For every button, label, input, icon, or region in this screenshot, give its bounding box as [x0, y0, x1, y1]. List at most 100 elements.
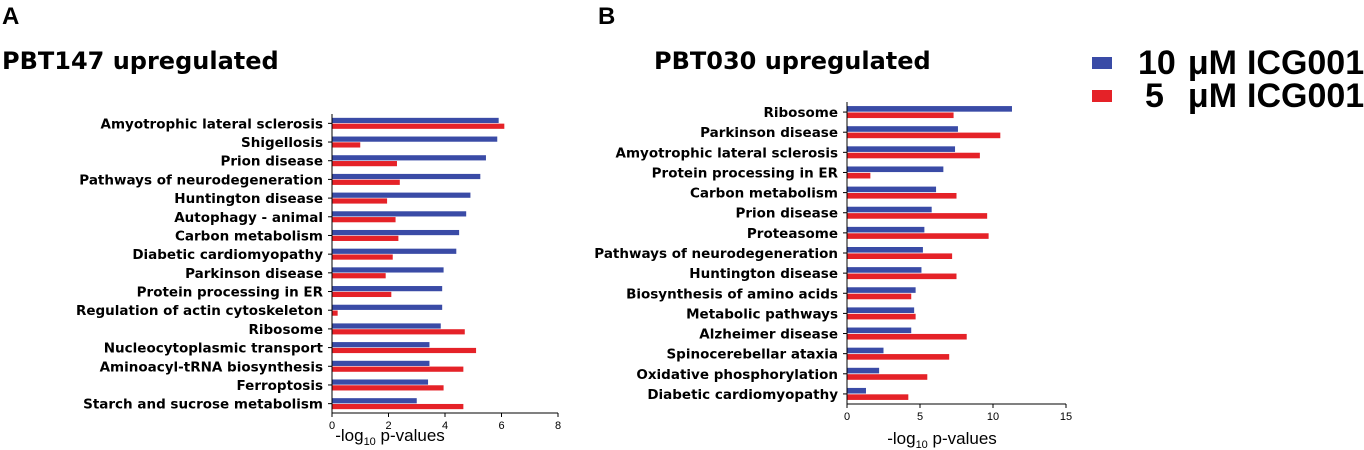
chart-b-bar-series1	[847, 347, 884, 354]
chart-b-xlabel: -log10 p-values	[887, 429, 997, 450]
chart-b-bar-series2	[847, 333, 967, 340]
chart-a-x-tick-label: 0	[329, 420, 335, 432]
legend-swatch-5uM	[1092, 90, 1112, 102]
chart-a-bar-series2	[332, 403, 464, 410]
legend: 10 μM ICG001 5 μM ICG001	[1092, 44, 1364, 115]
chart-a-category-label: Aminoacyl-tRNA biosynthesis	[100, 359, 323, 375]
chart-a-category-label: Diabetic cardiomyopathy	[132, 247, 323, 263]
chart-a-xlabel-prefix: -log	[335, 426, 363, 445]
chart-a-bar-series2	[332, 198, 388, 204]
chart-b-category-label: Amyotrophic lateral sclerosis	[616, 145, 838, 161]
chart-a-category-label: Shigellosis	[241, 135, 323, 151]
chart-a-bar-series2	[332, 310, 338, 316]
legend-text-10uM: ICG001	[1247, 44, 1364, 82]
chart-b-x-tick-label: 10	[987, 411, 999, 423]
chart-b-category-label: Carbon metabolism	[690, 186, 838, 202]
chart-a-bar-series2	[332, 291, 392, 298]
chart-a-bar-series2	[332, 235, 399, 241]
chart-b-bar-series1	[847, 367, 880, 374]
chart-a-bar-series1	[332, 211, 467, 217]
chart-b-bar-series1	[847, 166, 944, 173]
chart-a-bar-series2	[332, 273, 386, 279]
chart-a-category-label: Regulation of actin cytoskeleton	[76, 303, 323, 319]
chart-a-xlabel-sub: 10	[364, 436, 376, 448]
chart-b-bar-series2	[847, 233, 989, 239]
panel-b-title: PBT030 upregulated	[654, 47, 931, 75]
chart-a-x-tick-label: 2	[385, 420, 391, 432]
chart-a-bar-series1	[332, 192, 471, 198]
chart-b-bar-series1	[847, 186, 937, 193]
panel-a-title: PBT147 upregulated	[2, 47, 279, 75]
chart-b-bar-series2	[847, 132, 1001, 139]
chart-b-bar-series1	[847, 146, 956, 152]
chart-a-bar-series2	[332, 347, 477, 354]
chart-a-category-label: Huntington disease	[174, 191, 323, 207]
chart-b-bar-series2	[847, 213, 988, 219]
chart-a-bar-series1	[332, 379, 429, 385]
chart-b-x-tick-label: 5	[917, 411, 923, 423]
chart-a-bar-series2	[332, 179, 400, 185]
chart-b-bar-series2	[847, 394, 909, 400]
panel-a-letter: A	[2, 3, 19, 30]
legend-swatch-10uM	[1092, 57, 1112, 69]
chart-a-bar-series1	[332, 267, 444, 273]
chart-b-xlabel-prefix: -log	[887, 429, 915, 448]
chart-b-category-label: Diabetic cardiomyopathy	[647, 387, 838, 403]
chart-b-xlabel-suffix: p-values	[928, 429, 997, 448]
chart-b-bar-series2	[847, 374, 928, 380]
chart-b-bar-series1	[847, 307, 915, 313]
chart-b-bar-series2	[847, 313, 916, 320]
chart-b-category-label: Alzheimer disease	[699, 327, 838, 343]
legend-unit-10uM: μM	[1188, 44, 1237, 82]
chart-b-bar-series1	[847, 327, 912, 334]
chart-b-bar-series1	[847, 106, 1012, 112]
chart-a-category-label: Pathways of neurodegeneration	[79, 172, 323, 188]
chart-b-bar-series1	[847, 387, 866, 394]
chart-b-bar-series2	[847, 152, 980, 159]
chart-b-bar-series1	[847, 206, 932, 213]
chart-a-category-label: Nucleocytoplasmic transport	[104, 341, 324, 357]
chart-a-bar-series1	[332, 286, 443, 292]
chart-a-bar-series1	[332, 229, 460, 236]
chart-a-x-tick-label: 8	[555, 420, 561, 432]
chart-a-category-label: Prion disease	[220, 154, 323, 170]
chart-a-x-tick-label: 6	[498, 420, 504, 432]
chart-b-category-label: Ribosome	[764, 105, 839, 121]
panel-b-letter: B	[598, 3, 615, 30]
chart-a-x-tick-label: 4	[442, 420, 448, 432]
chart-b-bar-series1	[847, 126, 958, 132]
chart-a-bar-series1	[332, 117, 499, 124]
chart-b-bar-series1	[847, 267, 922, 273]
legend-number-5uM: 5	[1145, 77, 1164, 115]
chart-a-bar-series2	[332, 329, 465, 335]
chart-b-bar-series2	[847, 193, 957, 199]
chart-b-category-label: Oxidative phosphorylation	[636, 367, 838, 383]
chart-a-bar-series2	[332, 385, 444, 391]
chart-a-category-label: Autophagy - animal	[174, 210, 323, 226]
chart-a-category-label: Ribosome	[249, 322, 324, 338]
chart-a-bar-series1	[332, 173, 481, 180]
chart-b-bar-series2	[847, 293, 912, 300]
chart-a-bar-series2	[332, 254, 393, 260]
chart-a-bar-series2	[332, 123, 505, 129]
chart-b-category-label: Prion disease	[735, 206, 838, 222]
chart-a-category-label: Starch and sucrose metabolism	[83, 397, 323, 413]
chart-a-bar-series2	[332, 142, 361, 148]
chart-b-bar-series1	[847, 226, 925, 233]
chart-a-bar-series1	[332, 398, 417, 404]
chart-b-bar-series2	[847, 172, 871, 179]
chart-b-category-label: Biosynthesis of amino acids	[626, 286, 838, 302]
chart-a-bar-series1	[332, 136, 498, 142]
chart-b-bar-series2	[847, 354, 950, 360]
legend-text-5uM: ICG001	[1247, 77, 1364, 115]
chart-a-bar-series1	[332, 342, 430, 348]
chart-a-category-label: Ferroptosis	[236, 378, 323, 394]
chart-a-category-label: Protein processing in ER	[137, 285, 324, 301]
chart-a-bar-series1	[332, 304, 443, 310]
chart-b-category-label: Parkinson disease	[700, 125, 838, 141]
chart-b-x-tick-label: 0	[844, 411, 850, 423]
chart-b-bar-series2	[847, 253, 953, 259]
chart-b: Ribosome Parkinson disease Amyotrophic lat…	[594, 102, 1072, 423]
chart-a-category-label: Parkinson disease	[185, 266, 323, 282]
